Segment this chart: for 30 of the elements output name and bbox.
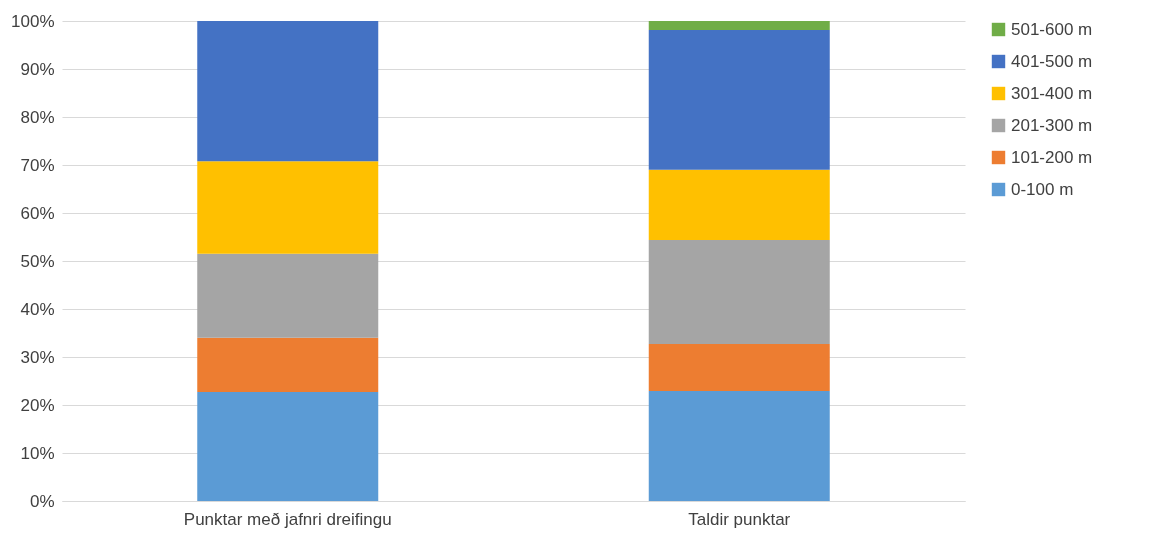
bar [648, 344, 830, 392]
bar [197, 337, 379, 393]
y-tick-label: 20% [20, 395, 55, 415]
legend-label: 0-100 m [1011, 179, 1074, 199]
bar [648, 391, 830, 501]
legend-label: 301-400 m [1011, 83, 1093, 103]
x-tick-label: Punktar með jafnri dreifingu [183, 509, 392, 529]
y-tick-label: 0% [29, 491, 55, 511]
y-tick-label: 90% [20, 59, 55, 79]
legend-label: 101-200 m [1011, 147, 1093, 167]
y-tick-label: 50% [20, 251, 55, 271]
x-tick-label: Taldir punktar [688, 509, 791, 529]
bar [197, 161, 379, 254]
y-tick-label: 30% [20, 347, 55, 367]
bar [648, 21, 830, 31]
legend-label: 501-600 m [1011, 19, 1093, 39]
bar [197, 253, 379, 338]
legend-label: 201-300 m [1011, 115, 1093, 135]
legend-label: 401-500 m [1011, 51, 1093, 71]
y-tick-label: 40% [20, 299, 55, 319]
bar [648, 30, 830, 170]
bar [648, 169, 830, 240]
y-tick-label: 10% [20, 443, 55, 463]
bar [648, 239, 830, 345]
bar [197, 392, 379, 501]
bar [197, 21, 379, 162]
y-tick-label: 60% [20, 203, 55, 223]
y-tick-label: 80% [20, 107, 55, 127]
y-tick-label: 70% [20, 155, 55, 175]
y-tick-label: 100% [11, 11, 55, 31]
